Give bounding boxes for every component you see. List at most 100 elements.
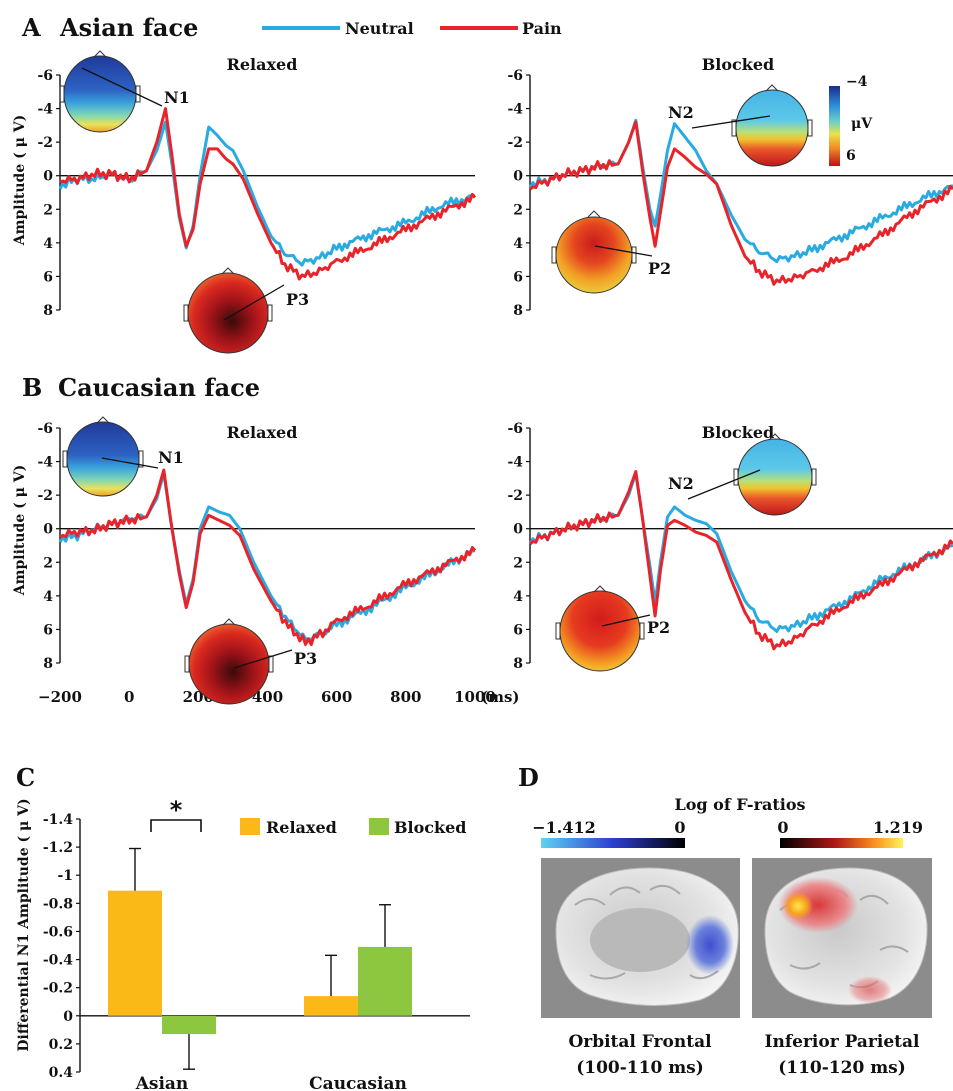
bar-y-tick-label: -1.4 bbox=[43, 812, 73, 828]
brain-neg-gradient bbox=[541, 838, 685, 848]
label-n2-asian: N2 bbox=[668, 103, 694, 122]
erp-series-pain bbox=[59, 468, 477, 646]
label-p2-caucasian: P2 bbox=[647, 618, 670, 637]
erp-x-tick-label: 800 bbox=[390, 688, 421, 706]
caption-inferior-parietal-time: (110-120 ms) bbox=[778, 1058, 906, 1078]
erp-y-tick-label: 0 bbox=[513, 522, 523, 538]
bar-y-tick-label: 0.2 bbox=[49, 1037, 73, 1053]
erp-x-axis: −200 0 200 400 600 800 1000(ms) bbox=[38, 688, 519, 706]
topomap-p3-asian bbox=[183, 267, 285, 354]
bar-chart: -1.4 -1.2 -1 -0.8 -0.6 -0.4 -0.2 0 0.2 0.4 Asian Ca… bbox=[43, 812, 470, 1091]
erp-y-tick-label: -4 bbox=[37, 102, 53, 118]
label-p2-asian: P2 bbox=[648, 259, 671, 278]
erp-subplot-asian-blocked: -6 -4 -2 0 2 4 6 8 Blocked bbox=[507, 55, 953, 319]
erp-subtitle: Blocked bbox=[702, 423, 774, 442]
colorbar-gradient bbox=[829, 86, 840, 166]
panel-a-title: Asian face bbox=[59, 13, 198, 42]
erp-y-tick-label: 6 bbox=[43, 269, 53, 285]
bar-ylabel: Differential N1 Amplitude ( μ V) bbox=[16, 798, 32, 1051]
label-n1-asian: N1 bbox=[164, 88, 190, 107]
erp-y-tick-label: -6 bbox=[507, 421, 523, 437]
bar-y-tick-label: -1.2 bbox=[43, 840, 73, 856]
panel-d-letter: D bbox=[518, 763, 539, 792]
bar-y-tick-label: -0.2 bbox=[43, 981, 73, 997]
erp-ylabel-top: Amplitude ( μ V) bbox=[12, 115, 28, 246]
erp-y-tick-label: -6 bbox=[37, 68, 53, 84]
panel-a-letter: A bbox=[21, 13, 41, 42]
erp-x-tick-label: 1000 bbox=[454, 688, 496, 706]
erp-y-tick-label: 4 bbox=[43, 236, 53, 252]
erp-plots: -6 -4 -2 0 2 4 6 8 Relaxed -6 -4 -2 0 2 4 6 8 Blocked -6 -4… bbox=[37, 55, 953, 706]
erp-subtitle: Blocked bbox=[702, 55, 774, 74]
colorbar-unit: μV bbox=[851, 116, 873, 132]
colorbar-top-label: −4 bbox=[846, 74, 868, 90]
erp-y-tick-label: 4 bbox=[513, 589, 523, 605]
bar-y-tick-label: -0.8 bbox=[43, 896, 73, 912]
significance-bracket: * bbox=[150, 796, 202, 832]
legend-neutral-label: Neutral bbox=[345, 19, 414, 38]
label-p3-caucasian: P3 bbox=[294, 649, 317, 668]
erp-series-pain bbox=[529, 120, 953, 286]
erp-y-tick-label: -4 bbox=[37, 455, 53, 471]
topomap-n1-caucasian bbox=[62, 416, 159, 497]
bar-y-tick-label: -1 bbox=[57, 868, 73, 884]
brain-scale-title: Log of F-ratios bbox=[674, 795, 805, 814]
bar-y-tick-label: 0 bbox=[63, 1009, 73, 1025]
erp-y-tick-label: 4 bbox=[43, 589, 53, 605]
bar-legend-blocked-label: Blocked bbox=[394, 818, 466, 837]
bar-blocked-caucasian bbox=[358, 946, 412, 1016]
topomap-p2-asian bbox=[551, 210, 653, 294]
panel-c-letter: C bbox=[16, 763, 35, 792]
erp-y-tick-label: -4 bbox=[507, 102, 523, 118]
erp-y-tick-label: 6 bbox=[513, 622, 523, 638]
brain-neg-max: 0 bbox=[674, 818, 685, 837]
label-n2-caucasian: N2 bbox=[668, 474, 694, 493]
topomap-n2-caucasian bbox=[687, 433, 817, 516]
erp-subtitle: Relaxed bbox=[227, 55, 298, 74]
brain-pos-max: 1.219 bbox=[873, 818, 923, 837]
legend: Neutral Pain bbox=[262, 19, 562, 38]
bar-legend-relaxed-swatch bbox=[240, 818, 260, 835]
erp-y-tick-label: 8 bbox=[513, 303, 523, 319]
erp-y-tick-label: 2 bbox=[43, 202, 53, 218]
brain-pos-min: 0 bbox=[777, 818, 788, 837]
erp-y-tick-label: -2 bbox=[37, 135, 53, 151]
brain-image-inferior-parietal bbox=[752, 858, 932, 1018]
erp-y-tick-label: 8 bbox=[43, 303, 53, 319]
erp-x-tick-label: −200 bbox=[38, 688, 82, 706]
erp-series-pain bbox=[59, 107, 477, 281]
legend-pain-label: Pain bbox=[522, 19, 562, 38]
erp-x-tick-label: 400 bbox=[252, 688, 283, 706]
erp-y-tick-label: -2 bbox=[507, 488, 523, 504]
erp-x-tick-label: 0 bbox=[124, 688, 134, 706]
erp-y-tick-label: -2 bbox=[37, 488, 53, 504]
label-n1-caucasian: N1 bbox=[158, 448, 184, 467]
panel-b-letter: B bbox=[22, 373, 42, 402]
topomap-p2-caucasian bbox=[555, 585, 651, 672]
erp-y-tick-label: -2 bbox=[507, 135, 523, 151]
topomap-n1-asian bbox=[59, 50, 163, 133]
erp-x-unit: (ms) bbox=[481, 688, 520, 706]
erp-subplot-caucasian-relaxed: -6 -4 -2 0 2 4 6 8 Relaxed bbox=[37, 421, 477, 672]
erp-y-tick-label: 6 bbox=[43, 622, 53, 638]
erp-y-tick-label: 8 bbox=[513, 656, 523, 672]
colorbar-bottom-label: 6 bbox=[846, 148, 856, 164]
erp-y-tick-label: 2 bbox=[513, 555, 523, 571]
caption-orbital-frontal-time: (100-110 ms) bbox=[576, 1058, 704, 1078]
erp-y-tick-label: -4 bbox=[507, 455, 523, 471]
erp-y-tick-label: -6 bbox=[37, 421, 53, 437]
erp-ylabel-bottom: Amplitude ( μ V) bbox=[12, 465, 28, 596]
bar-y-tick-label: -0.6 bbox=[43, 924, 73, 940]
erp-series-neutral bbox=[58, 120, 475, 267]
erp-subtitle: Relaxed bbox=[227, 423, 298, 442]
erp-series-neutral bbox=[58, 471, 476, 641]
bar-y-tick-label: 0.4 bbox=[49, 1065, 74, 1081]
topomap-n2-asian bbox=[691, 84, 813, 167]
bar-blocked-asian bbox=[162, 1015, 216, 1035]
brain-image-orbital-frontal bbox=[541, 858, 740, 1018]
brain-scale-negative: −1.412 0 bbox=[532, 818, 686, 848]
bar-relaxed-caucasian bbox=[304, 996, 358, 1016]
erp-y-tick-label: 0 bbox=[43, 169, 53, 185]
bar-relaxed-asian bbox=[108, 890, 162, 1016]
